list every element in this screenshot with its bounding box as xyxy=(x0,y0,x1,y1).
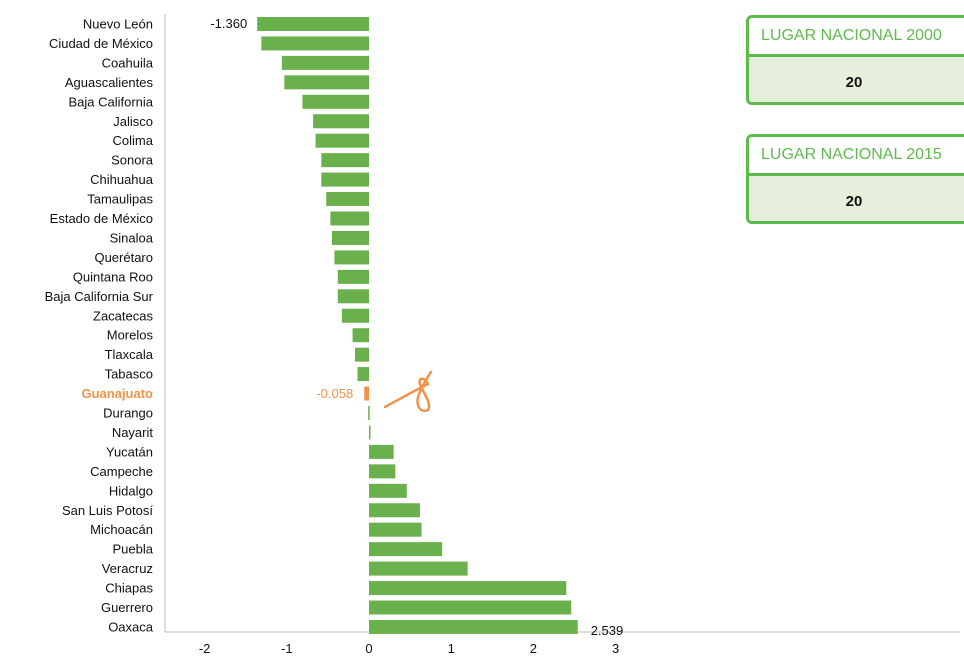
handwritten-loop-mark xyxy=(383,370,433,413)
category-label: Veracruz xyxy=(102,561,153,576)
bar xyxy=(357,367,369,382)
x-tick-label: 1 xyxy=(448,641,455,656)
data-label: -0.058 xyxy=(316,386,353,401)
category-label: Michoacán xyxy=(90,522,153,537)
bar xyxy=(369,464,396,479)
category-label: Sonora xyxy=(111,153,154,168)
category-label: Chihuahua xyxy=(90,172,154,187)
category-label: Yucatán xyxy=(106,444,153,459)
bar xyxy=(369,483,407,498)
bar xyxy=(369,542,443,557)
bar xyxy=(313,114,369,129)
category-label: Coahuila xyxy=(102,55,154,70)
bar xyxy=(257,17,369,31)
category-label: Estado de México xyxy=(50,211,153,226)
bar xyxy=(369,444,394,459)
category-label: Nayarit xyxy=(112,425,154,440)
bars xyxy=(257,17,578,634)
category-label: Tamaulipas xyxy=(87,192,153,207)
category-label: Zacatecas xyxy=(93,308,153,323)
category-label: Ciudad de México xyxy=(49,36,153,51)
category-label: Quintana Roo xyxy=(73,269,153,284)
category-label: Tabasco xyxy=(105,367,153,382)
category-label: Sinaloa xyxy=(110,230,154,245)
card-title: LUGAR NACIONAL 2000 xyxy=(749,18,964,57)
category-label: Aguascalientes xyxy=(65,75,154,90)
card-lugar-2000: LUGAR NACIONAL 2000 20 xyxy=(746,15,964,105)
axes xyxy=(164,14,960,633)
bar xyxy=(321,153,369,168)
bar xyxy=(326,192,369,207)
bar xyxy=(302,94,369,109)
bar xyxy=(352,328,369,343)
category-label: Morelos xyxy=(107,328,154,343)
category-label: Durango xyxy=(103,406,153,421)
category-labels: Nuevo León Ciudad de México Coahuila Aguasc… xyxy=(45,17,154,635)
bar xyxy=(369,503,420,518)
card-value: 20 xyxy=(749,57,964,102)
bar xyxy=(315,133,369,148)
bar xyxy=(321,172,369,187)
category-label: Hidalgo xyxy=(109,483,153,498)
bar xyxy=(369,600,572,615)
category-label: Chiapas xyxy=(105,581,153,596)
x-tick-label: 2 xyxy=(530,641,537,656)
data-labels: -1.360 -0.058 2.539 xyxy=(210,16,623,638)
category-label: Querétaro xyxy=(94,250,153,265)
bar xyxy=(369,561,468,576)
x-tick-label: 0 xyxy=(365,641,372,656)
category-label: Guanajuato xyxy=(81,386,153,401)
bar xyxy=(369,425,371,440)
bar xyxy=(364,386,369,401)
category-label: Baja California Sur xyxy=(45,289,154,304)
card-lugar-2015: LUGAR NACIONAL 2015 20 xyxy=(746,134,964,224)
bar xyxy=(281,55,369,70)
category-label: Baja California xyxy=(68,94,153,109)
category-label: Campeche xyxy=(90,464,153,479)
bar xyxy=(369,619,578,634)
x-tick-label: 3 xyxy=(612,641,619,656)
x-ticks: -2 -1 0 1 2 3 xyxy=(199,641,619,656)
category-label: Guerrero xyxy=(101,600,153,615)
bar xyxy=(332,230,369,245)
category-label: Puebla xyxy=(113,542,154,557)
bar xyxy=(355,347,369,362)
category-label: Tlaxcala xyxy=(105,347,154,362)
data-label: 2.539 xyxy=(591,623,624,638)
bar xyxy=(261,36,369,51)
category-label: Oaxaca xyxy=(108,619,154,634)
category-label: San Luis Potosí xyxy=(62,503,153,518)
bar xyxy=(337,269,369,284)
category-label: Jalisco xyxy=(113,114,153,129)
category-label: Colima xyxy=(113,133,154,148)
bar xyxy=(337,289,369,304)
data-label: -1.360 xyxy=(210,16,247,31)
bar xyxy=(330,211,369,226)
x-tick-label: -2 xyxy=(199,641,211,656)
card-title: LUGAR NACIONAL 2015 xyxy=(749,137,964,176)
bar xyxy=(368,406,370,420)
bar xyxy=(284,75,369,90)
bar xyxy=(369,522,422,537)
category-label: Nuevo León xyxy=(83,17,153,32)
card-value: 20 xyxy=(749,176,964,221)
hand-drawn-annotation xyxy=(383,370,433,413)
bar xyxy=(369,581,567,596)
bar xyxy=(341,308,369,323)
x-tick-label: -1 xyxy=(281,641,293,656)
bar xyxy=(334,250,369,265)
